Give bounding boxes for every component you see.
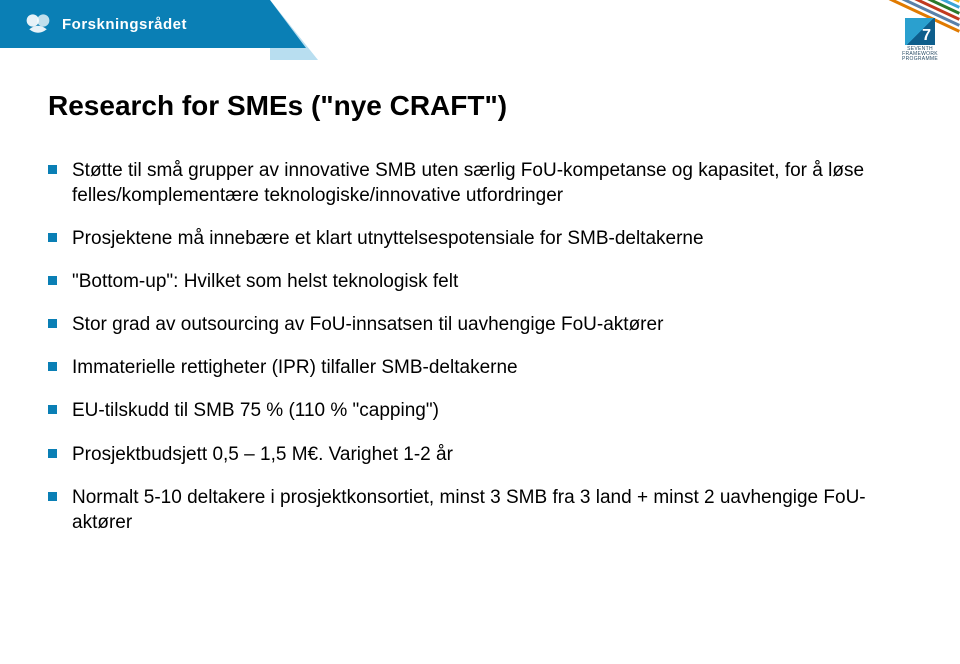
slide-content: Research for SMEs ("nye CRAFT") Støtte t… (48, 90, 912, 553)
bullet-item: Normalt 5-10 deltakere i prosjektkonsort… (48, 485, 912, 535)
bullet-item: "Bottom-up": Hvilket som helst teknologi… (48, 269, 912, 294)
brand-wedge (270, 0, 306, 48)
slide-title: Research for SMEs ("nye CRAFT") (48, 90, 912, 122)
bullet-item: Immaterielle rettigheter (IPR) tilfaller… (48, 355, 912, 380)
brand-name: Forskningsrådet (62, 16, 187, 33)
bullet-item: Prosjektene må innebære et klart utnytte… (48, 226, 912, 251)
bullet-item: Støtte til små grupper av innovative SMB… (48, 158, 912, 208)
brand-logo-icon (24, 10, 52, 38)
brand-bar: Forskningsrådet (0, 0, 270, 48)
bullet-item: EU-tilskudd til SMB 75 % (110 % "capping… (48, 398, 912, 423)
fp7-icon (905, 18, 935, 45)
bullet-item: Stor grad av outsourcing av FoU-innsatse… (48, 312, 912, 337)
fp7-logo: SEVENTH FRAMEWORK PROGRAMME (898, 18, 942, 62)
fp7-caption: SEVENTH FRAMEWORK PROGRAMME (898, 47, 942, 62)
bullet-item: Prosjektbudsjett 0,5 – 1,5 M€. Varighet … (48, 442, 912, 467)
bullet-list: Støtte til små grupper av innovative SMB… (48, 158, 912, 535)
